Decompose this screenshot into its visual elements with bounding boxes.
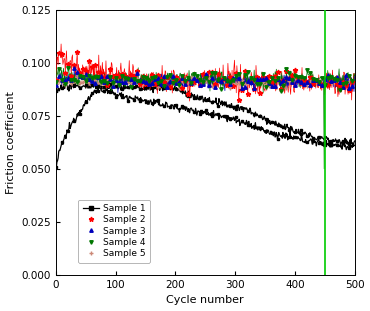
Sample 5 (233, 81, 238, 85)
Sample 3 (209, 77, 214, 80)
Sample 4 (332, 77, 337, 81)
Sample 5 (341, 84, 346, 88)
Line: Sample 2: Sample 2 (54, 50, 355, 103)
Sample 4 (54, 80, 58, 83)
X-axis label: Cycle number: Cycle number (166, 295, 244, 305)
Sample 3 (332, 78, 337, 82)
Sample 2 (341, 80, 346, 84)
Sample 5 (123, 76, 127, 79)
Sample 5 (228, 86, 232, 90)
Sample 2 (236, 98, 241, 102)
Sample 3 (341, 86, 346, 89)
Line: Sample 3: Sample 3 (55, 66, 354, 90)
Sample 2 (126, 76, 130, 80)
Line: Sample 5: Sample 5 (54, 75, 354, 91)
Y-axis label: Friction coefficient: Friction coefficient (6, 91, 16, 194)
Line: Sample 4: Sample 4 (55, 66, 354, 93)
Sample 2 (54, 78, 58, 81)
Sample 2 (332, 77, 337, 81)
Sample 4 (278, 89, 283, 93)
Sample 5 (350, 79, 354, 83)
Sample 4 (341, 82, 346, 86)
Sample 4 (114, 77, 118, 80)
Sample 2 (209, 70, 214, 74)
Sample 4 (66, 66, 71, 69)
Sample 5 (54, 83, 58, 86)
Sample 5 (206, 77, 211, 80)
Sample 3 (233, 74, 238, 78)
Sample 2 (75, 50, 80, 54)
Sample 3 (114, 78, 118, 82)
Sample 2 (350, 80, 354, 83)
Sample 3 (350, 84, 354, 88)
Sample 4 (233, 74, 238, 78)
Sample 3 (239, 86, 244, 90)
Sample 3 (72, 66, 77, 70)
Sample 5 (332, 81, 337, 85)
Legend: Sample 1, Sample 2, Sample 3, Sample 4, Sample 5: Sample 1, Sample 2, Sample 3, Sample 4, … (78, 200, 150, 262)
Sample 5 (111, 83, 115, 86)
Sample 5 (269, 75, 274, 79)
Sample 4 (126, 77, 130, 81)
Sample 2 (114, 73, 118, 77)
Sample 4 (350, 79, 354, 83)
Sample 3 (126, 76, 130, 80)
Sample 4 (209, 71, 214, 75)
Sample 2 (233, 72, 238, 75)
Sample 3 (54, 83, 58, 87)
